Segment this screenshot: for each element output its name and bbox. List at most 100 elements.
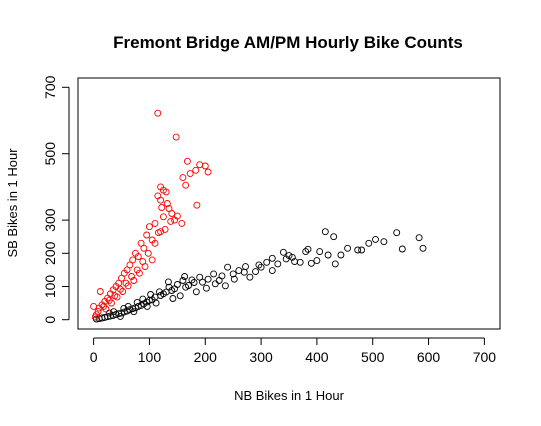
x-tick-label: 300 [249,349,273,365]
x-axis: 0 100 200 300 400 500 600 700 [90,337,497,365]
y-axis-label: SB Bikes in 1 Hour [5,148,20,258]
data-point [167,217,175,225]
data-point [91,313,99,321]
data-point [230,275,238,283]
data-point [282,255,290,263]
data-point [263,258,271,266]
data-point [182,283,190,291]
data-point [242,263,249,271]
data-point [156,288,163,296]
data-point [143,231,151,239]
data-point [211,280,219,288]
data-point [102,305,110,313]
data-point [182,181,190,189]
data-point [302,248,310,256]
x-axis-label: NB Bikes in 1 Hour [234,388,344,403]
data-point [162,188,170,196]
data-point [210,270,218,278]
data-point [151,239,159,247]
data-point [229,270,237,278]
y-tick-label: 500 [42,142,58,166]
data-point [354,246,362,254]
data-point [201,162,209,170]
data-point [193,201,201,209]
data-point [145,223,153,231]
data-point [116,285,124,293]
data-point [221,282,229,290]
data-point [113,293,121,301]
data-point [133,298,141,306]
data-point [148,256,156,264]
data-point [344,244,352,252]
data-point [279,248,287,256]
data-point [96,288,104,295]
data-point [179,277,187,284]
data-point [192,166,200,174]
data-point [257,263,265,271]
x-tick-label: 500 [361,349,385,365]
data-point [246,273,254,281]
data-point [108,299,115,307]
data-point [188,276,196,284]
data-point [168,210,176,217]
x-tick-label: 700 [473,349,497,365]
data-point [291,258,299,266]
data-point [110,308,118,316]
data-point [192,288,200,296]
data-point [128,273,136,280]
y-tick-label: 300 [42,208,58,232]
x-tick-label: 100 [138,349,162,365]
data-point [268,254,276,262]
data-point [124,302,132,310]
x-tick-label: 0 [90,349,98,365]
data-point [179,174,187,182]
data-point [255,261,263,269]
data-point [143,302,151,310]
data-point [119,288,127,295]
data-point [134,253,142,261]
data-point [321,228,329,236]
data-point [154,229,162,237]
data-point [331,260,339,268]
data-point [372,235,379,243]
chart-title: Fremont Bridge AM/PM Hourly Bike Counts [113,33,463,52]
y-tick-label: 0 [42,316,58,324]
data-point [90,302,98,310]
data-point [330,233,338,241]
data-point [140,244,148,252]
data-point [176,292,184,300]
data-point [130,308,138,316]
data-point [172,133,180,141]
data-point [415,234,423,242]
data-point [178,219,186,227]
y-tick-label: 100 [42,275,58,299]
data-point [186,170,194,178]
x-tick-label: 400 [305,349,329,365]
y-axis: 0 100 200 300 500 700 [42,75,70,324]
data-point [120,304,128,312]
data-point [296,258,304,266]
y-tick-label: 700 [42,75,58,99]
data-point [196,161,204,169]
data-point [224,263,232,271]
data-point [313,257,321,265]
data-point [144,249,152,257]
data-point [105,309,113,317]
data-point [380,238,388,246]
data-point [324,251,332,259]
data-point [202,284,210,292]
data-point [173,212,181,220]
data-point [337,251,345,259]
data-point [158,204,166,211]
data-point [141,263,149,271]
data-point [164,278,172,286]
data-point [116,312,124,320]
data-point [157,196,165,204]
data-point [163,200,171,207]
data-point [304,245,312,253]
x-tick-label: 200 [194,349,218,365]
data-point [398,245,406,253]
data-point [124,282,132,290]
plot-frame [77,77,501,330]
